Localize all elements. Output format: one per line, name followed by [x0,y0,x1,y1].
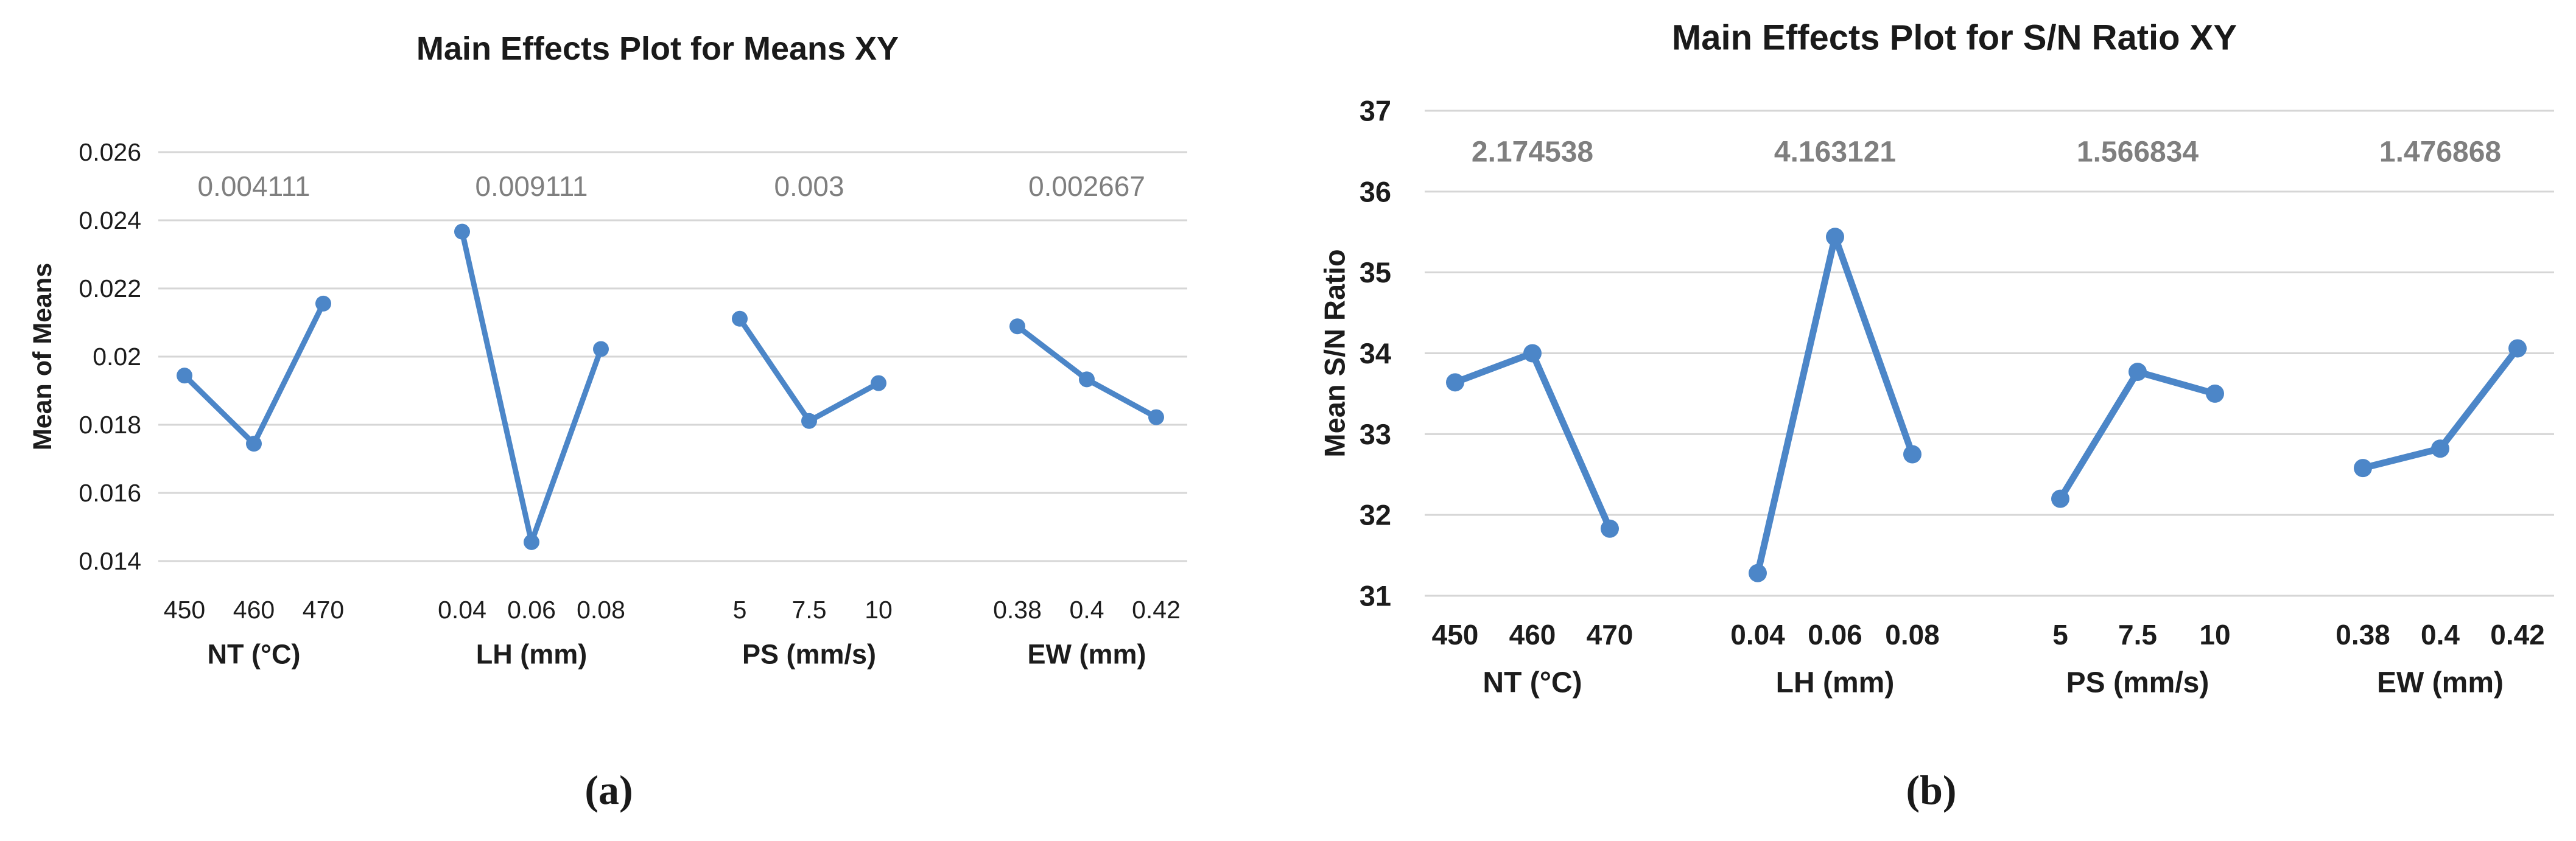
series-line [459,229,604,545]
data-point-marker [177,368,192,384]
factor-axis-title: LH (mm) [476,639,587,670]
chart-title: Main Effects Plot for Means XY [416,30,899,67]
data-point-marker [2051,489,2069,508]
data-point-marker [2354,459,2372,478]
y-axis-tick-label: 35 [1360,256,1391,288]
factor-axis-title: NT (°C) [208,639,301,670]
data-point-marker [871,375,886,391]
x-axis-tick-label: 0.04 [438,596,486,624]
x-axis-tick-label: 450 [164,596,205,624]
y-axis-tick-label: 36 [1360,175,1391,208]
y-axis-tick-label: 34 [1360,337,1391,369]
x-axis-tick-label: 10 [2199,619,2230,651]
series-line [1451,350,1613,532]
chart-title: Main Effects Plot for S/N Ratio XY [1672,18,2237,58]
data-point-marker [1009,318,1025,335]
x-axis-tick-label: 0.06 [507,596,556,624]
data-point-marker [524,534,539,550]
data-point-marker [1523,344,1542,363]
x-axis-tick-label: 7.5 [792,596,827,624]
delta-annotation: 4.163121 [1774,136,1896,169]
data-point-marker [246,436,262,452]
delta-annotation: 0.009111 [475,170,588,202]
data-point-marker [2508,339,2527,358]
delta-annotation: 0.003 [774,170,844,202]
caption-a: (a) [584,767,633,813]
y-axis-tick-label: 0.018 [79,411,141,439]
x-axis-tick-label: 10 [865,596,893,624]
x-axis-tick-label: 0.42 [2490,619,2545,651]
series-line [2057,368,2219,503]
delta-annotation: 2.174538 [1472,136,1593,169]
y-axis-tick-label: 0.014 [79,547,141,575]
x-axis-tick-label: 0.08 [577,596,625,624]
delta-annotation: 1.476868 [2379,136,2501,169]
x-axis-tick-label: 470 [303,596,344,624]
y-axis-tick-label: 32 [1360,499,1391,531]
y-axis-tick-label: 0.016 [79,479,141,507]
x-axis-tick-label: 7.5 [2118,619,2157,651]
y-axis-tick-label: 0.022 [79,274,141,302]
x-axis-tick-label: 450 [1432,619,1479,651]
delta-annotation: 1.566834 [2077,136,2199,169]
y-axis-title: Mean of Means [28,263,57,450]
x-axis-tick-label: 0.06 [1808,619,1862,651]
data-point-marker [1446,373,1464,392]
y-axis-tick-label: 33 [1360,418,1391,450]
factor-axis-title: PS (mm/s) [2066,667,2209,699]
x-axis-tick-label: 460 [1509,619,1556,651]
series-line [181,301,326,447]
y-axis-title: Mean S/N Ratio [1319,249,1351,457]
x-axis-tick-label: 5 [2052,619,2068,651]
x-axis-tick-label: 0.04 [1730,619,1785,651]
x-axis-tick-label: 0.38 [2336,619,2390,651]
y-axis-tick-label: 31 [1360,580,1391,612]
delta-annotation: 0.004111 [197,170,310,202]
data-point-marker [1601,519,1619,538]
data-point-marker [732,310,748,327]
data-point-marker [454,223,470,240]
factor-axis-title: NT (°C) [1483,667,1582,699]
data-point-marker [2431,439,2449,458]
factor-axis-title: LH (mm) [1776,667,1895,699]
factor-axis-title: EW (mm) [1028,639,1146,670]
y-axis-tick-label: 0.026 [79,138,141,166]
y-axis-tick-label: 0.024 [79,206,141,234]
y-axis-tick-label: 37 [1360,95,1391,127]
factor-axis-title: PS (mm/s) [742,639,876,670]
x-axis-tick-label: 0.4 [1070,596,1104,624]
data-point-marker [1749,564,1767,582]
data-point-marker [2129,363,2147,382]
x-axis-tick-label: 0.08 [1885,619,1940,651]
data-point-marker [1079,371,1095,388]
x-axis-tick-label: 0.4 [2421,619,2460,651]
series-line [737,316,882,424]
x-axis-tick-label: 0.42 [1132,596,1181,624]
x-axis-tick-label: 5 [733,596,747,624]
data-point-marker [1903,445,1921,464]
data-point-marker [1826,228,1844,246]
data-point-marker [593,341,609,357]
x-axis-tick-label: 460 [233,596,275,624]
factor-axis-title: EW (mm) [2377,667,2504,699]
x-axis-tick-label: 0.38 [993,596,1042,624]
x-axis-tick-label: 470 [1587,619,1634,651]
caption-b: (b) [1906,767,1956,813]
data-point-marker [2206,384,2224,403]
data-point-marker [801,413,817,429]
y-axis-tick-label: 0.02 [93,343,141,371]
series-line [1754,233,1916,577]
data-point-marker [315,295,331,312]
data-point-marker [1148,409,1164,425]
delta-annotation: 0.002667 [1028,170,1145,202]
